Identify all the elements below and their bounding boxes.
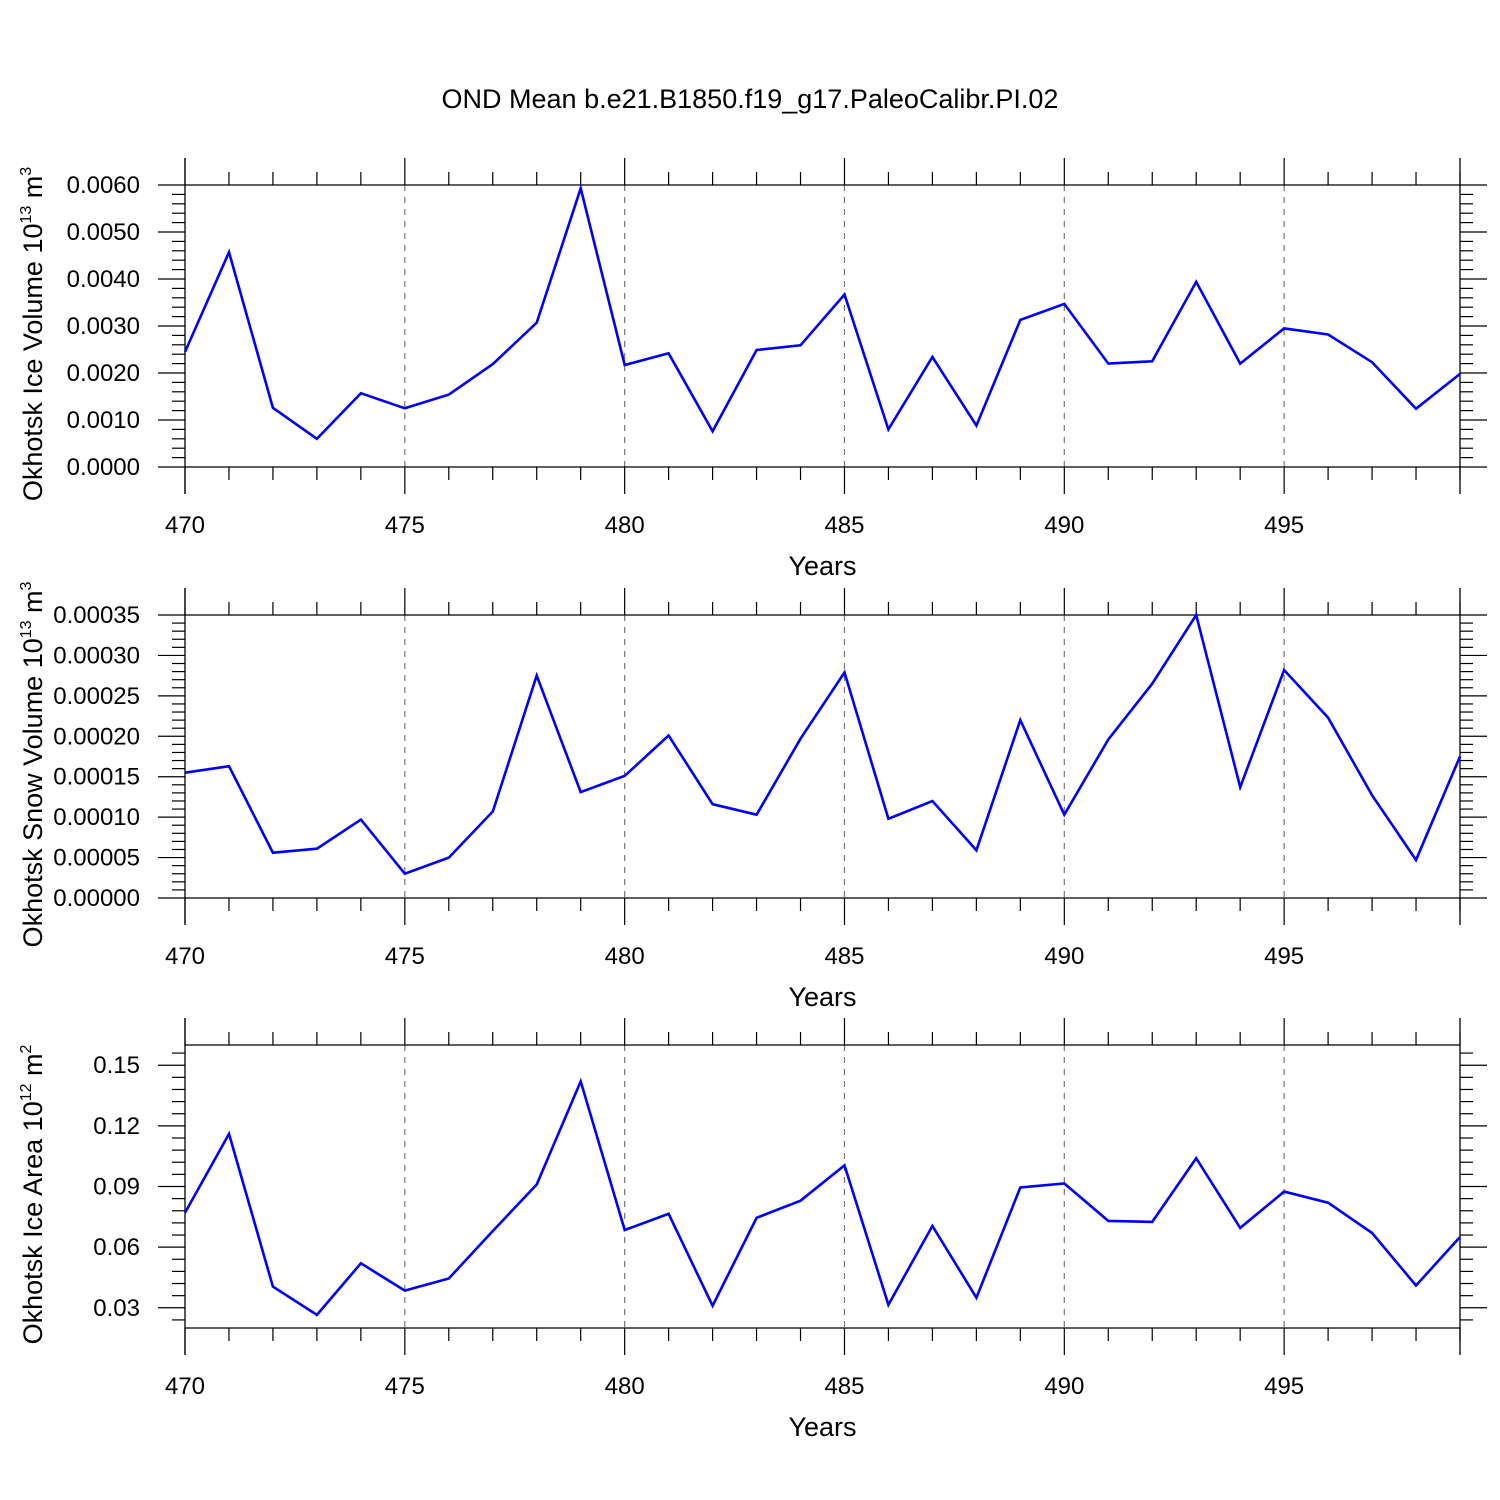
x-tick-label: 480 bbox=[605, 512, 645, 539]
panel-ice-area: 0.03 0.06 0.09 0.12 0.15 470 475 480 485 490 495 Ye… bbox=[18, 1018, 1487, 1442]
x-axis-title: Years bbox=[788, 551, 856, 581]
y-tick-label: 0.12 bbox=[93, 1113, 140, 1140]
x-tick-label: 495 bbox=[1264, 1373, 1304, 1400]
y-tick-label: 0.00015 bbox=[53, 764, 140, 791]
x-tick-label: 490 bbox=[1044, 512, 1084, 539]
y-tick-label: 0.0040 bbox=[67, 266, 140, 293]
x-tick-label: 480 bbox=[605, 943, 645, 970]
y-tick-label: 0.00000 bbox=[53, 885, 140, 912]
y-tick-label: 0.00035 bbox=[53, 602, 140, 629]
y-axis-title: Okhotsk Ice Volume 1013 m3 bbox=[18, 167, 48, 501]
x-axis-title: Years bbox=[788, 982, 856, 1012]
y-tick-label: 0.0020 bbox=[67, 360, 140, 387]
y-axis-title-superscript: 2 bbox=[18, 1044, 35, 1053]
y-axis-title-part: Okhotsk Snow Volume 10 bbox=[18, 638, 48, 947]
x-tick-label: 480 bbox=[605, 1373, 645, 1400]
y-axis-title-superscript: 3 bbox=[18, 581, 35, 590]
y-axis-title-part: m bbox=[18, 176, 48, 206]
y-tick-label: 0.09 bbox=[93, 1174, 140, 1201]
y-tick-label: 0.0050 bbox=[67, 219, 140, 246]
x-tick-label: 475 bbox=[385, 1373, 425, 1400]
y-axis-title-part: m bbox=[18, 1053, 48, 1083]
y-axis-title-part: m bbox=[18, 590, 48, 620]
y-tick-label: 0.00025 bbox=[53, 683, 140, 710]
series-line-ice-volume bbox=[183, 183, 1461, 441]
y-axis-title-part: Okhotsk Ice Volume 10 bbox=[18, 224, 48, 502]
y-axis-title-superscript: 13 bbox=[18, 620, 35, 638]
y-axis-title: Okhotsk Ice Area 1012 m2 bbox=[18, 1044, 48, 1344]
x-tick-label: 470 bbox=[165, 512, 205, 539]
y-tick-label: 0.0030 bbox=[67, 313, 140, 340]
y-tick-label: 0.0010 bbox=[67, 407, 140, 434]
chart-title: OND Mean b.e21.B1850.f19_g17.PaleoCalibr… bbox=[442, 84, 1059, 114]
x-tick-label: 485 bbox=[824, 512, 864, 539]
y-axis-title-superscript: 13 bbox=[18, 206, 35, 224]
x-tick-label: 485 bbox=[824, 1373, 864, 1400]
y-tick-label: 0.00030 bbox=[53, 642, 140, 669]
x-tick-label: 485 bbox=[824, 943, 864, 970]
y-tick-label: 0.00005 bbox=[53, 845, 140, 872]
panels: 0.0000 0.0010 0.0020 0.0030 0.0040 0.0050 0.00… bbox=[18, 158, 1487, 1442]
y-tick-label: 0.00020 bbox=[53, 723, 140, 750]
x-tick-label: 490 bbox=[1044, 1373, 1084, 1400]
x-axis-title: Years bbox=[788, 1412, 856, 1442]
y-tick-label: 0.06 bbox=[93, 1234, 140, 1261]
series-line-snow-volume bbox=[184, 611, 1462, 876]
x-tick-label: 475 bbox=[385, 512, 425, 539]
y-axis-title-part: Okhotsk Ice Area 10 bbox=[18, 1101, 48, 1344]
x-tick-label: 470 bbox=[165, 943, 205, 970]
y-tick-label: 0.03 bbox=[93, 1295, 140, 1322]
x-tick-label: 475 bbox=[385, 943, 425, 970]
panel-ice-volume: 0.0000 0.0010 0.0020 0.0030 0.0040 0.0050 0.00… bbox=[18, 158, 1487, 581]
x-tick-label: 470 bbox=[165, 1373, 205, 1400]
x-tick-label: 495 bbox=[1264, 512, 1304, 539]
y-tick-label: 0.15 bbox=[93, 1052, 140, 1079]
x-tick-label: 495 bbox=[1264, 943, 1304, 970]
y-axis-title-superscript: 12 bbox=[18, 1083, 35, 1101]
y-axis-title: Okhotsk Snow Volume 1013 m3 bbox=[18, 581, 48, 947]
y-tick-label: 0.00010 bbox=[53, 804, 140, 831]
series-line-ice-area bbox=[183, 1077, 1461, 1317]
x-tick-label: 490 bbox=[1044, 943, 1084, 970]
y-axis-title-superscript: 3 bbox=[18, 167, 35, 176]
panel-snow-volume: 0.00000 0.00005 0.00010 0.00015 0.00020 0.000… bbox=[18, 581, 1487, 1012]
y-tick-label: 0.0060 bbox=[67, 172, 140, 199]
y-tick-label: 0.0000 bbox=[67, 454, 140, 481]
